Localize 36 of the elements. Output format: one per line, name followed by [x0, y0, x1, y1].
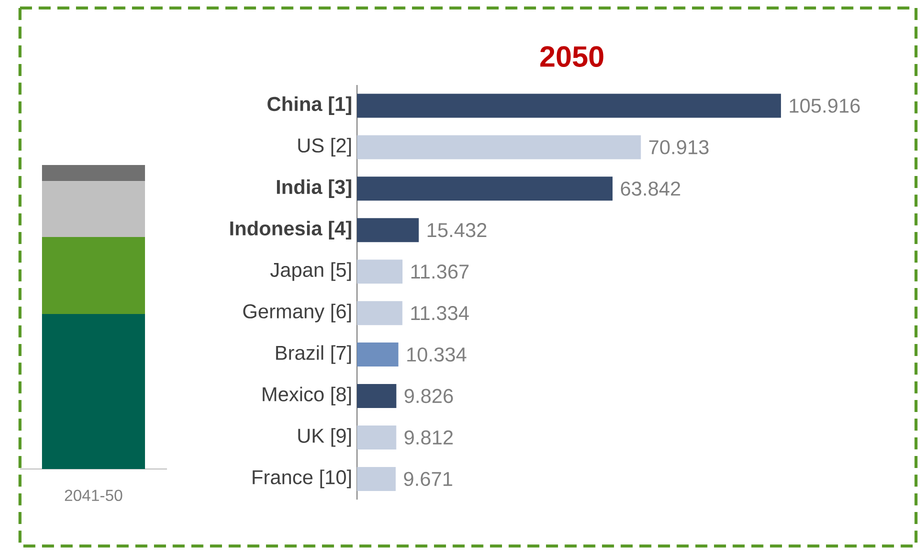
data-label: 9.812 [404, 430, 453, 445]
data-label: 10.334 [407, 347, 466, 362]
bar [357, 94, 781, 118]
y-tick-label: Brazil [7] [276, 345, 351, 364]
y-tick-label: Japan [5] [270, 262, 351, 281]
bar [357, 342, 398, 367]
bar [42, 314, 146, 469]
y-tick-label: US [2] [298, 138, 351, 157]
chart-title: 2050 [540, 46, 604, 67]
data-label: 15.432 [428, 223, 486, 238]
bar [42, 164, 146, 182]
bar [42, 237, 146, 314]
data-label: 9.671 [404, 472, 452, 486]
y-tick-label: France [10] [252, 470, 351, 488]
y-tick-label: Germany [6] [243, 304, 351, 322]
bar [357, 466, 396, 491]
bar [357, 260, 403, 284]
x-tick-label: 2041-50 [64, 490, 122, 502]
data-label: 63.842 [620, 182, 680, 196]
bar [357, 384, 396, 408]
y-tick-label: China [1] [268, 96, 352, 116]
data-label: 105.916 [790, 98, 860, 113]
bar [357, 135, 641, 160]
data-label: 70.913 [649, 140, 709, 154]
data-label: 11.334 [411, 306, 469, 320]
bar [357, 218, 419, 242]
data-label: 9.826 [404, 388, 453, 404]
bar [357, 425, 396, 450]
bar [357, 176, 613, 201]
y-tick-label: UK [9] [298, 428, 351, 447]
data-label: 11.367 [411, 264, 469, 279]
bar [42, 181, 146, 238]
y-tick-label: India [3] [276, 179, 352, 198]
y-tick-label: Mexico [8] [262, 386, 351, 406]
y-tick-label: Indonesia [4] [230, 220, 352, 240]
bar [357, 301, 402, 326]
